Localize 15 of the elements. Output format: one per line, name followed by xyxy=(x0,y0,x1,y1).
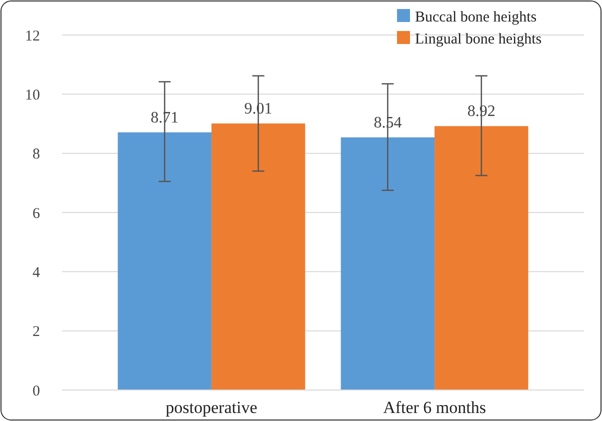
bar xyxy=(118,132,212,390)
legend-label: Lingual bone heights xyxy=(415,31,542,48)
y-tick-label: 0 xyxy=(32,383,40,400)
x-tick-label: After 6 months xyxy=(383,398,486,417)
y-tick-label: 2 xyxy=(32,324,40,340)
y-tick-label: 4 xyxy=(32,264,40,281)
y-tick-label: 10 xyxy=(25,87,40,104)
x-tick-label: postoperative xyxy=(166,398,258,417)
bar xyxy=(434,126,528,390)
bar xyxy=(211,123,306,390)
bar xyxy=(340,137,435,390)
legend-label: Buccal bone heights xyxy=(415,9,537,26)
y-tick-label: 12 xyxy=(25,28,40,44)
y-tick-label: 8 xyxy=(32,146,40,163)
y-tick-label: 6 xyxy=(32,206,40,222)
